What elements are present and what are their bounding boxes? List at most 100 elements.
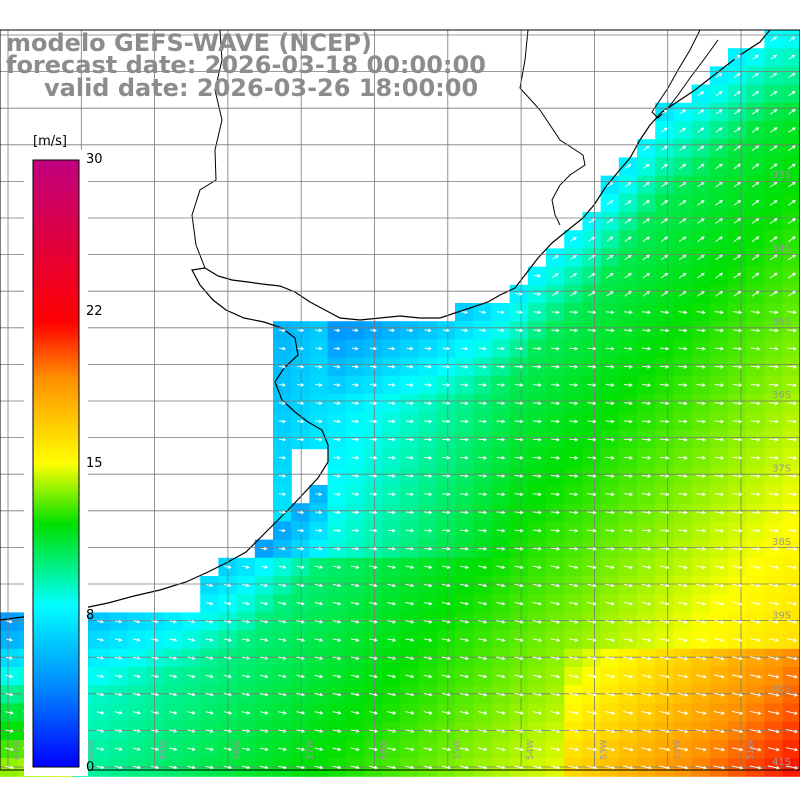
wind-arrow <box>550 656 561 661</box>
wind-arrow <box>132 710 142 715</box>
wind-arrow <box>478 401 488 406</box>
wind-arrow <box>442 383 451 387</box>
wind-arrow <box>697 145 705 151</box>
wind-arrow <box>715 254 723 261</box>
wind-arrow <box>714 365 725 369</box>
wind-arrow <box>605 346 615 351</box>
wind-arrow <box>532 528 542 533</box>
wind-arrow <box>260 565 269 569</box>
wind-arrow <box>697 272 705 279</box>
wind-arrow <box>678 365 688 369</box>
wind-arrow <box>405 638 415 642</box>
wind-arrow <box>441 565 451 570</box>
wind-arrow <box>750 565 761 570</box>
lat-label: 39S <box>772 610 791 621</box>
wind-arrow <box>532 747 543 752</box>
wind-arrow <box>405 674 415 679</box>
lat-label: 35S <box>772 317 791 328</box>
wind-arrow <box>442 346 451 351</box>
wind-arrow <box>659 528 670 533</box>
wind-arrow <box>405 510 415 515</box>
wind-arrow <box>496 528 506 533</box>
wind-arrow <box>714 310 724 315</box>
lon-label: 58W <box>233 740 243 760</box>
wind-arrow <box>441 765 452 770</box>
wind-arrow <box>622 729 634 734</box>
wind-arrow <box>5 674 14 679</box>
wind-arrow <box>586 747 598 752</box>
wind-arrow <box>623 565 634 570</box>
wind-arrow <box>532 383 542 387</box>
wind-arrow <box>550 747 561 752</box>
wind-arrow <box>714 638 725 642</box>
wind-arrow <box>169 638 178 642</box>
wind-arrow <box>569 474 579 478</box>
wind-arrow <box>260 601 269 606</box>
wind-arrow <box>732 492 743 497</box>
wind-arrow <box>223 638 233 642</box>
wind-arrow <box>696 601 707 606</box>
wind-arrow <box>370 346 378 351</box>
wind-arrow <box>532 674 543 679</box>
wind-arrow <box>788 127 796 133</box>
wind-arrow <box>460 346 469 351</box>
wind-arrow <box>641 437 652 442</box>
wind-arrow <box>424 346 432 351</box>
wind-arrow <box>532 601 543 606</box>
wind-arrow <box>297 419 305 424</box>
wind-arrow <box>660 401 670 406</box>
wind-arrow <box>442 474 451 478</box>
wind-arrow <box>696 620 707 624</box>
wind-arrow <box>622 747 634 752</box>
wind-arrow <box>4 765 15 770</box>
wind-arrow <box>314 638 324 642</box>
wind-arrow <box>750 437 761 442</box>
wind-arrow <box>514 638 524 642</box>
wind-arrow <box>769 218 778 224</box>
wind-arrow <box>368 729 379 733</box>
wind-arrow <box>405 528 415 533</box>
wind-arrow <box>532 620 543 624</box>
wind-arrow <box>423 547 433 551</box>
wind-arrow <box>297 546 305 551</box>
wind-arrow <box>752 72 759 78</box>
wind-arrow <box>441 620 451 624</box>
wind-arrow <box>697 254 705 261</box>
wind-arrow <box>279 364 287 369</box>
wind-arrow <box>732 401 743 406</box>
wind-arrow <box>624 182 632 188</box>
wind-arrow <box>604 711 616 715</box>
wind-arrow <box>659 674 671 679</box>
wind-arrow <box>497 328 505 333</box>
wind-arrow <box>714 419 725 424</box>
wind-arrow <box>405 437 415 442</box>
wind-arrow <box>695 729 707 734</box>
wind-arrow <box>514 419 524 424</box>
wind-arrow <box>587 583 597 588</box>
wind-arrow <box>223 674 233 679</box>
wind-arrow <box>96 765 105 770</box>
wind-arrow <box>695 747 707 752</box>
wind-arrow <box>732 547 743 551</box>
wind-arrow <box>151 656 160 660</box>
wind-arrow <box>623 510 634 515</box>
wind-arrow <box>659 710 671 715</box>
wind-arrow <box>714 528 725 533</box>
wind-arrow <box>532 474 542 478</box>
wind-arrow <box>369 656 378 661</box>
wind-arrow <box>641 528 652 533</box>
wind-arrow <box>351 419 360 424</box>
wind-arrow <box>641 674 652 679</box>
wind-arrow <box>714 456 725 460</box>
wind-arrow <box>150 747 160 751</box>
wind-arrow <box>768 729 780 734</box>
wind-arrow <box>750 346 761 351</box>
wind-arrow <box>205 656 214 660</box>
wind-arrow <box>533 292 542 296</box>
wind-arrow <box>405 474 415 478</box>
map-frame <box>0 29 800 771</box>
wind-arrow <box>786 765 799 770</box>
wind-arrow <box>551 310 560 315</box>
wind-arrow <box>770 54 778 60</box>
